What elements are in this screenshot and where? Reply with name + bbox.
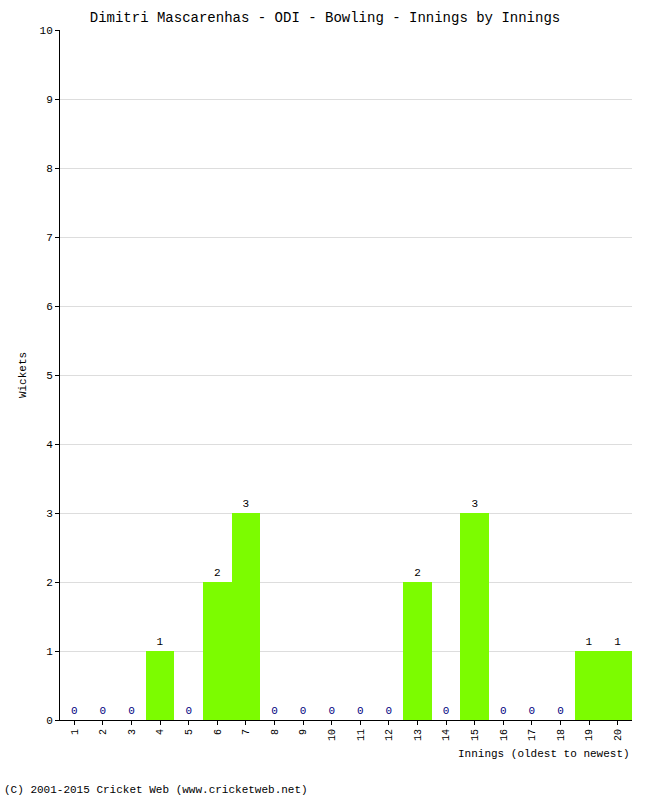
svg-text:5: 5 bbox=[46, 370, 53, 382]
svg-text:9: 9 bbox=[46, 94, 53, 106]
svg-text:Wickets: Wickets bbox=[17, 352, 29, 398]
svg-text:1: 1 bbox=[586, 636, 593, 648]
svg-text:1: 1 bbox=[614, 636, 621, 648]
svg-text:17: 17 bbox=[527, 729, 538, 741]
svg-text:0: 0 bbox=[529, 705, 536, 717]
svg-text:16: 16 bbox=[499, 729, 510, 741]
svg-text:0: 0 bbox=[71, 705, 78, 717]
svg-text:6: 6 bbox=[46, 301, 53, 313]
svg-text:10: 10 bbox=[40, 25, 53, 37]
svg-text:11: 11 bbox=[356, 729, 367, 741]
svg-text:4: 4 bbox=[46, 439, 53, 451]
svg-text:7: 7 bbox=[241, 729, 252, 735]
svg-text:19: 19 bbox=[584, 729, 595, 741]
svg-text:14: 14 bbox=[441, 729, 452, 741]
svg-text:8: 8 bbox=[270, 729, 281, 735]
svg-text:0: 0 bbox=[100, 705, 107, 717]
svg-text:13: 13 bbox=[413, 729, 424, 741]
svg-text:0: 0 bbox=[300, 705, 307, 717]
svg-text:12: 12 bbox=[384, 729, 395, 741]
svg-text:15: 15 bbox=[470, 729, 481, 741]
svg-text:2: 2 bbox=[414, 567, 421, 579]
svg-text:9: 9 bbox=[298, 729, 309, 735]
svg-text:0: 0 bbox=[271, 705, 278, 717]
svg-text:0: 0 bbox=[357, 705, 364, 717]
svg-text:2: 2 bbox=[98, 729, 109, 735]
svg-text:10: 10 bbox=[327, 729, 338, 741]
svg-text:20: 20 bbox=[613, 729, 624, 741]
svg-text:1: 1 bbox=[46, 646, 53, 658]
svg-text:6: 6 bbox=[213, 729, 224, 735]
svg-text:3: 3 bbox=[127, 729, 138, 735]
svg-text:0: 0 bbox=[128, 705, 135, 717]
svg-text:0: 0 bbox=[386, 705, 393, 717]
svg-text:4: 4 bbox=[155, 729, 166, 735]
svg-text:18: 18 bbox=[556, 729, 567, 741]
svg-text:3: 3 bbox=[243, 498, 250, 510]
svg-text:0: 0 bbox=[500, 705, 507, 717]
svg-text:0: 0 bbox=[46, 715, 53, 727]
svg-text:7: 7 bbox=[46, 232, 53, 244]
svg-text:3: 3 bbox=[46, 508, 53, 520]
svg-text:0: 0 bbox=[557, 705, 564, 717]
svg-text:1: 1 bbox=[157, 636, 164, 648]
svg-text:Dimitri Mascarenhas - ODI - Bo: Dimitri Mascarenhas - ODI - Bowling - In… bbox=[90, 10, 560, 26]
svg-text:5: 5 bbox=[184, 729, 195, 735]
svg-text:0: 0 bbox=[443, 705, 450, 717]
svg-text:2: 2 bbox=[214, 567, 221, 579]
svg-text:8: 8 bbox=[46, 163, 53, 175]
svg-text:0: 0 bbox=[185, 705, 192, 717]
svg-text:(C) 2001-2015 Cricket Web (www: (C) 2001-2015 Cricket Web (www.cricketwe… bbox=[4, 784, 308, 796]
svg-text:3: 3 bbox=[471, 498, 478, 510]
svg-text:0: 0 bbox=[328, 705, 335, 717]
svg-text:2: 2 bbox=[46, 577, 53, 589]
svg-text:Innings (oldest to newest): Innings (oldest to newest) bbox=[458, 748, 630, 760]
svg-text:1: 1 bbox=[70, 729, 81, 735]
